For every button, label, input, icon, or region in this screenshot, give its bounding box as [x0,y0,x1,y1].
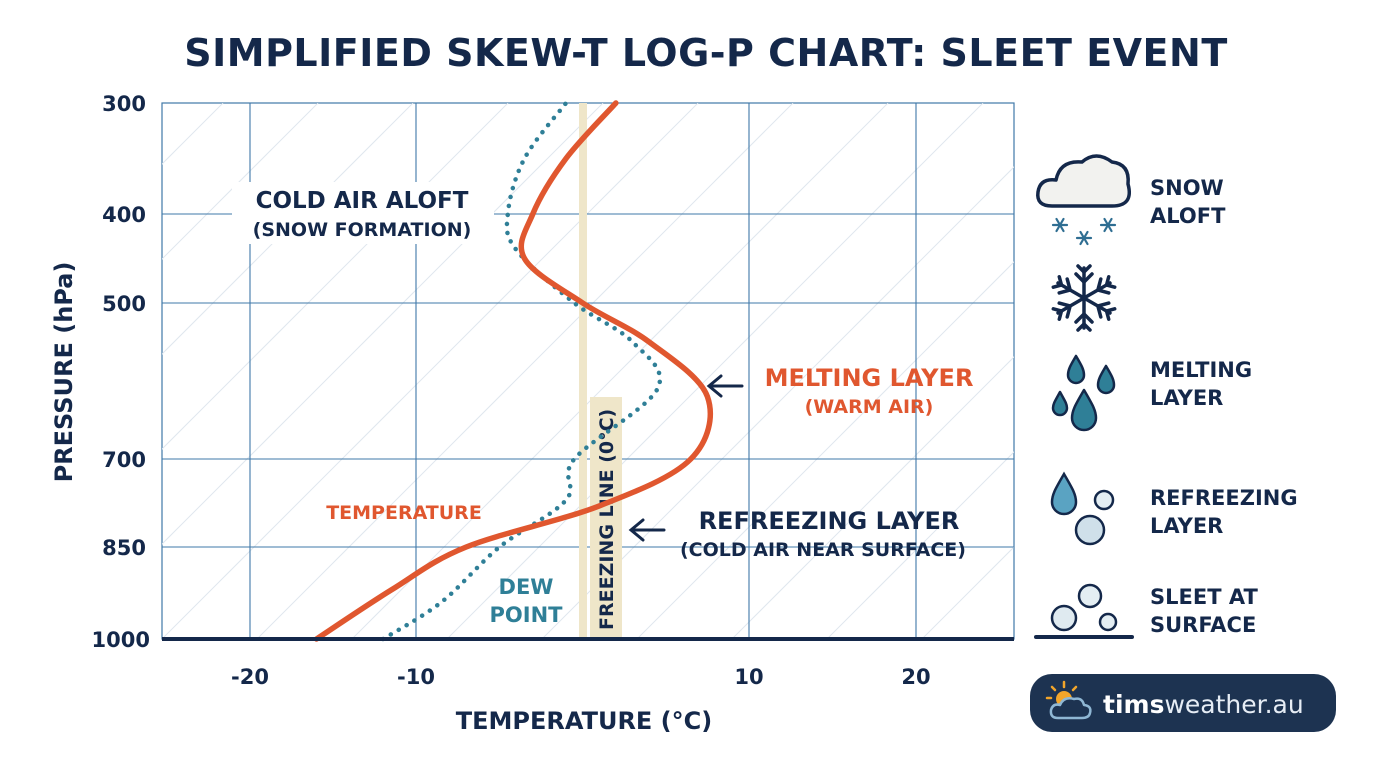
skew-isotherm-line [541,166,1014,639]
dew-point-series-label-1: DEW [499,575,554,599]
refreezing-drops-icon [1050,471,1115,546]
melting-layer-label: MELTING LAYER [765,364,974,392]
skew-isotherm-line [162,103,699,639]
y-tick-label: 1000 [92,628,150,652]
dew-point-series-label-2: POINT [490,603,564,627]
x-tick-label: 20 [901,665,930,689]
skew-isotherm-line [446,103,984,639]
brand-text: timsweather.au [1103,690,1304,719]
annotation-backdrop [232,182,494,244]
skew-isotherm-line [351,103,889,639]
side-label-line1: SNOW [1150,176,1224,200]
brand-text-bold: tims [1103,690,1164,719]
side-label-line2: ALOFT [1150,204,1226,228]
skew-isotherm-line [162,103,319,260]
side-label-line1: MELTING [1150,358,1252,382]
snowflake-icon [1050,264,1118,332]
skew-isotherm-line [636,261,1014,639]
sun-cloud-icon [1045,680,1092,720]
annotations: COLD AIR ALOFT (SNOW FORMATION) MELTING … [232,182,973,627]
skew-isotherm-line [921,546,1014,639]
y-tick-label: 500 [102,292,146,316]
freezing-line-label: FREEZING LINE (0°C) [596,409,618,630]
y-tick-label: 700 [102,448,146,472]
chart-title: SIMPLIFIED SKEW-T LOG-P CHART: SLEET EVE… [184,31,1228,75]
brand-badge[interactable]: timsweather.au [1030,674,1336,732]
freezing-line-band [579,103,587,639]
brand-text-light: weather.au [1164,690,1303,719]
dew-point-series-line [380,100,663,642]
skew-isotherm-line [162,103,604,545]
melting-drops-icon [1051,354,1116,432]
side-label-line1: SLEET AT [1150,585,1258,609]
skew-isotherm-line [731,356,1014,639]
refreezing-layer-label: REFREEZING LAYER [699,507,960,535]
y-tick-label: 850 [102,536,146,560]
snow-cloud-icon [1036,154,1131,246]
side-label-line2: LAYER [1150,514,1223,538]
side-panel: SNOW ALOFT MELTING LAYER [1034,154,1298,639]
cold-air-aloft-label: COLD AIR ALOFT [256,188,469,214]
skew-isotherm-line [256,103,794,639]
skew-isotherm-line [1302,103,1376,639]
side-label-line2: LAYER [1150,386,1223,410]
temperature-series-line [313,100,713,642]
y-axis-label: PRESSURE (hPa) [50,262,78,483]
x-tick-label: -10 [397,665,435,689]
freezing-line-label-box [590,397,622,639]
x-tick-label: -20 [231,665,269,689]
temperature-series-label: TEMPERATURE [326,502,482,524]
y-tick-label: 400 [102,203,146,227]
snow-formation-label: (SNOW FORMATION) [253,219,472,241]
y-tick-label: 300 [102,92,146,116]
x-axis: -20 -10 10 20 TEMPERATURE (°C) [231,665,931,735]
melting-arrow [706,374,744,398]
warm-air-label: (WARM AIR) [805,396,934,418]
x-tick-label: 10 [734,665,763,689]
cold-air-near-surface-label: (COLD AIR NEAR SURFACE) [680,539,966,561]
y-axis: 300 400 500 700 850 1000 PRESSURE (hPa) [50,92,150,652]
refreezing-arrow [628,518,666,542]
brand-badge-background [1030,674,1336,732]
side-label-line1: REFREEZING [1150,486,1298,510]
x-axis-label: TEMPERATURE (°C) [456,707,712,735]
sleet-pellets-icon [1034,583,1134,639]
side-label-line2: SURFACE [1150,613,1256,637]
